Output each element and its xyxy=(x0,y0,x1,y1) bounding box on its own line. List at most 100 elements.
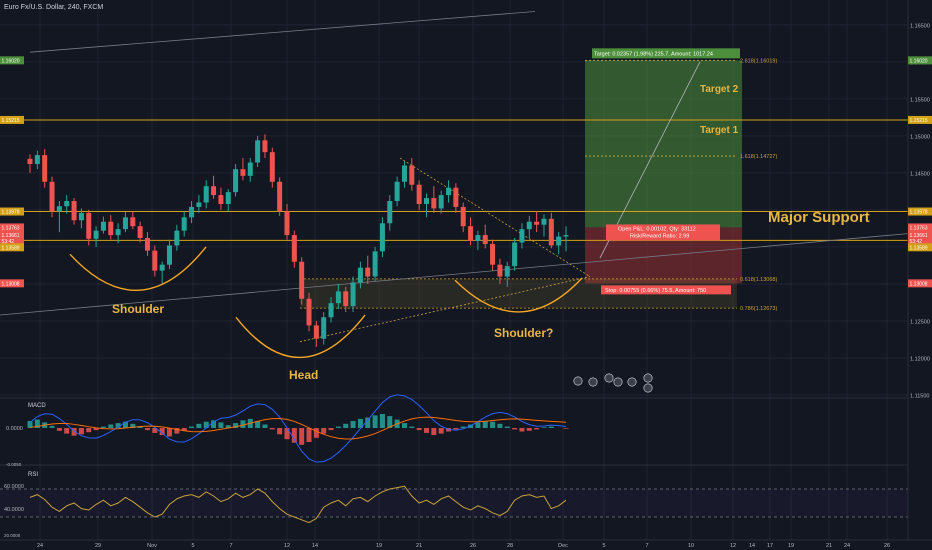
price-badge-left-label: 1.15215 xyxy=(2,118,20,124)
fib-level-label: 1.618(1.14727) xyxy=(740,154,777,160)
position-zones xyxy=(300,60,742,309)
candle-body xyxy=(291,235,297,262)
macd-axis-label-bottom: -0.0050 xyxy=(6,462,22,467)
candle-body xyxy=(284,211,290,236)
macd-histogram-bar xyxy=(365,417,371,428)
candle-body xyxy=(34,155,40,164)
price-scale-bg xyxy=(908,0,932,550)
open-pnl-label: Open P&L: 0.00102, Qty: 33112 xyxy=(618,226,696,232)
macd-histogram-bar xyxy=(34,419,40,428)
macd-histogram-bar xyxy=(152,428,158,433)
macd-histogram-bar xyxy=(299,428,305,445)
candle-body xyxy=(490,243,496,265)
lower-dotted-line xyxy=(299,276,591,343)
price-badge xyxy=(908,243,932,252)
macd-histogram-bar xyxy=(438,428,444,434)
time-tick-label: 17 xyxy=(767,543,773,549)
candle-body xyxy=(387,201,393,224)
event-marker xyxy=(573,376,583,386)
candle-body xyxy=(431,198,437,209)
candle-body xyxy=(71,201,77,221)
candle-body xyxy=(93,230,99,239)
candle-body xyxy=(100,221,106,231)
candle-body xyxy=(255,140,261,163)
candle-body xyxy=(56,206,62,212)
macd-signal-line xyxy=(29,416,567,440)
macd-histogram-bar xyxy=(357,418,363,428)
candle-body xyxy=(526,221,532,230)
candle-body xyxy=(460,206,466,227)
price-badge-left-label: 53:42 xyxy=(2,239,15,245)
macd-histogram-bar xyxy=(159,428,165,435)
candle-body xyxy=(365,267,371,277)
macd-histogram-bar xyxy=(189,426,195,428)
candle-body xyxy=(401,165,407,182)
chart-labels: Shoulder Head Shoulder? Major Support Target… xyxy=(0,48,932,393)
candle-body xyxy=(350,282,356,307)
price-badge-label: 1.13589 xyxy=(910,245,928,251)
macd-histogram-bar xyxy=(27,421,33,428)
macd-histogram-bar xyxy=(291,428,297,443)
macd-histogram-bar xyxy=(130,423,136,428)
macd-histogram-bar xyxy=(563,428,569,429)
candle-body xyxy=(482,235,488,244)
candle-body xyxy=(262,140,268,153)
price-badge-left-label: 1.13978 xyxy=(2,210,20,216)
label-head: Head xyxy=(289,368,318,382)
macd-histogram-bar xyxy=(328,428,334,431)
candle-body xyxy=(269,152,275,182)
macd-histogram-bar xyxy=(431,428,437,435)
symbol-title[interactable]: Euro Fx/U.S. Dollar, 240, FXCM xyxy=(4,4,104,11)
head-shoulders-pattern xyxy=(69,246,583,359)
event-marker xyxy=(627,377,637,387)
trendlines[interactable] xyxy=(0,11,909,343)
profit-zone xyxy=(585,60,742,228)
time-tick-label: 24 xyxy=(844,543,850,549)
macd-histogram-bar xyxy=(181,428,187,431)
event-marker xyxy=(604,373,614,383)
macd-histogram-bar xyxy=(203,421,209,428)
price-badge xyxy=(908,237,932,245)
candle-body xyxy=(240,169,246,176)
candle-body xyxy=(446,187,452,196)
time-tick-label: 26 xyxy=(884,543,890,549)
candle-body xyxy=(196,202,202,207)
candle-body xyxy=(497,264,503,277)
macd-label: MACD xyxy=(28,403,46,409)
macd-histogram-bar xyxy=(534,428,540,430)
price-badge-label: 53:42 xyxy=(910,239,923,245)
candle-body xyxy=(144,238,150,251)
time-tick-label: 10 xyxy=(688,543,694,549)
macd-histogram-bar xyxy=(115,423,121,428)
label-major-support: Major Support xyxy=(768,209,870,226)
macd-histogram-bar xyxy=(269,428,275,430)
event-marker xyxy=(588,377,598,387)
candle-body xyxy=(86,212,92,239)
candle-body xyxy=(519,229,525,243)
price-badge-left xyxy=(0,115,24,124)
macd-histogram-bar xyxy=(196,423,202,428)
stop-box xyxy=(601,285,731,295)
macd-histogram-bar xyxy=(284,428,290,440)
price-badge-left-label: 1.16020 xyxy=(2,58,20,64)
horizontal-levels[interactable]: 2.618(1.16019) 1.618(1.14727) 0.618(1.1306… xyxy=(0,58,908,312)
candle-body xyxy=(225,192,231,204)
time-tick-label: 7 xyxy=(229,543,232,549)
price-badge-left xyxy=(0,237,24,245)
macd-histogram-bar xyxy=(225,425,231,428)
time-tick-label: 24 xyxy=(37,543,43,549)
macd-histogram-bar xyxy=(387,416,393,428)
time-tick-label: 21 xyxy=(416,543,422,549)
macd-histogram-bar xyxy=(409,426,415,428)
macd-histogram-bar xyxy=(512,428,518,430)
macd-histogram-bar xyxy=(49,425,55,428)
macd-histogram-bar xyxy=(475,422,481,428)
fib-level-label: 0.786(1.12673) xyxy=(740,306,777,312)
price-badge-left xyxy=(0,207,24,216)
macd-histogram-bar xyxy=(144,428,150,431)
price-badge xyxy=(908,279,932,288)
candle-body xyxy=(321,317,327,339)
